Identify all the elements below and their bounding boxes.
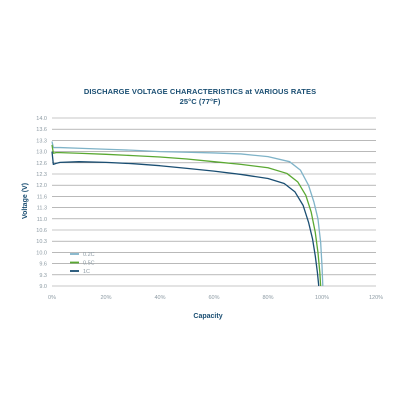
x-axis-label: Capacity — [193, 313, 222, 320]
y-tick-label: 12.3 — [36, 172, 47, 178]
y-tick-label: 14.0 — [36, 116, 47, 122]
y-tick-label: 13.6 — [36, 127, 47, 133]
y-tick-label: 9.0 — [39, 284, 47, 290]
y-tick-label: 10.6 — [36, 228, 47, 234]
legend-label: 0.2C — [83, 252, 95, 258]
x-tick-label: 100% — [315, 295, 329, 301]
y-tick-label: 12.0 — [36, 183, 47, 189]
y-tick-label: 10.0 — [36, 250, 47, 256]
legend-label: 0.5C — [83, 261, 95, 267]
x-tick-label: 60% — [208, 295, 219, 301]
legend-label: 1C — [83, 269, 90, 275]
y-tick-label: 11.0 — [37, 217, 47, 223]
y-tick-label: 12.6 — [36, 161, 47, 167]
chart-title: DISCHARGE VOLTAGE CHARACTERISTICS at VAR… — [83, 87, 317, 96]
y-axis-label: Voltage (V) — [22, 183, 29, 219]
x-tick-label: 120% — [369, 295, 383, 301]
x-tick-label: 20% — [100, 295, 111, 301]
x-tick-label: 0% — [48, 295, 56, 301]
y-tick-label: 13.0 — [36, 150, 47, 156]
series-lines — [51, 141, 324, 287]
grid — [52, 117, 376, 287]
series-line-0-5c — [51, 144, 322, 287]
y-tick-label: 10.3 — [36, 239, 47, 245]
y-tick-label: 11.6 — [37, 194, 47, 200]
x-tick-labels: 0% 20% 40% 60% 80% 100% 120% — [48, 295, 383, 301]
series-line-0-2c — [51, 141, 324, 287]
y-tick-labels: 9.0 9.3 9.6 10.0 10.3 10.6 11.0 11.3 11.6 12.0 12.… — [36, 116, 47, 290]
x-tick-label: 40% — [154, 295, 165, 301]
x-tick-label: 80% — [262, 295, 273, 301]
y-tick-label: 9.6 — [39, 262, 47, 268]
y-tick-label: 13.3 — [36, 138, 47, 144]
chart-subtitle: 25°C (77°F) — [179, 97, 221, 106]
series-line-1c — [51, 151, 320, 287]
y-tick-label: 11.3 — [37, 206, 47, 212]
legend: 0.2C 0.5C 1C — [70, 252, 95, 275]
y-tick-label: 9.3 — [39, 273, 47, 279]
